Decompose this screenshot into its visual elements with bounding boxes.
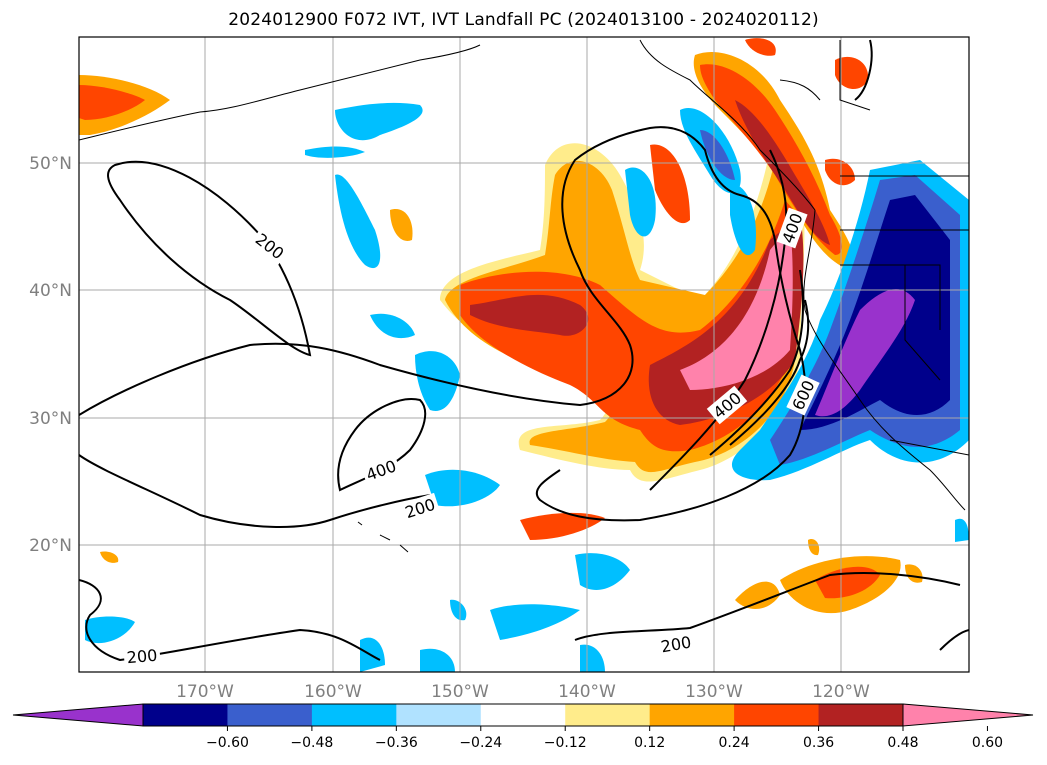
- colorbar-segment: [734, 704, 820, 726]
- lat-label-40n: 40°N: [29, 281, 72, 301]
- colorbar-extend-low: [12, 703, 144, 727]
- colorbar-tick-label: 0.12: [634, 735, 665, 751]
- coastlines: [79, 39, 969, 553]
- contour-200-se-2: [939, 629, 969, 651]
- contour-200-north: [854, 39, 873, 101]
- contour-200-south: [79, 454, 431, 528]
- hawaii: [357, 521, 409, 553]
- state-line-3: [904, 265, 941, 381]
- pos-blob-11: [905, 564, 923, 583]
- colorbar-segment: [565, 704, 651, 726]
- pos-blob-5: [835, 56, 869, 90]
- neg-blob-17: [450, 599, 467, 621]
- lat-label-50n: 50°N: [29, 154, 72, 174]
- colorbar-tick-label: −0.24: [459, 735, 502, 751]
- contour-400-ar: [649, 149, 788, 491]
- coastline-alaska: [79, 44, 481, 141]
- gridlines: [79, 37, 969, 672]
- neg-blob-9: [425, 469, 500, 507]
- colorbar-tick-label: −0.36: [375, 735, 418, 751]
- neg-blob-14: [420, 648, 455, 672]
- colorbar-tick-label: 0.24: [719, 735, 750, 751]
- ar-plume-darkred: [470, 294, 589, 336]
- neg-region-purple: [815, 289, 915, 417]
- neg-blob-12: [85, 616, 135, 644]
- neg-blob-2b: [700, 130, 735, 180]
- colorbar-segment: [649, 704, 735, 726]
- lon-label-170w: 170°W: [176, 682, 234, 702]
- pos-blob-1b: [79, 85, 145, 120]
- lat-label-30n: 30°N: [29, 409, 72, 429]
- colorbar-tick-label: −0.12: [544, 735, 587, 751]
- lon-labels: 170°W 160°W 150°W 140°W 130°W 120°W: [176, 682, 870, 702]
- colorbar: −0.60 −0.48 −0.36 −0.24 −0.12 0.12 0.24 0.36 0.4…: [12, 703, 1034, 751]
- ar-core-pink: [680, 225, 793, 390]
- pos-blob-2: [390, 209, 413, 241]
- coastline-island-north: [779, 40, 871, 111]
- lon-label-160w: 160°W: [304, 682, 362, 702]
- lon-label-120w: 120°W: [812, 682, 870, 702]
- colorbar-segment: [396, 704, 482, 726]
- lat-label-20n: 20°N: [29, 536, 72, 556]
- colorbar-tick-label: 0.36: [803, 735, 834, 751]
- pos-blob-4: [745, 38, 776, 56]
- coastline-west-coast: [803, 209, 966, 511]
- colorbar-segment: [818, 704, 904, 726]
- contour-600-ar: [709, 269, 804, 456]
- neg-blob-16: [955, 518, 969, 542]
- colorbar-outline: [142, 703, 904, 727]
- shaded-field: [79, 38, 969, 672]
- contour-200-se: [574, 572, 961, 641]
- pos-blob-6: [825, 158, 855, 186]
- neg-blob-15: [580, 644, 605, 672]
- pos-blob-8: [735, 581, 780, 610]
- neg-blob-5: [335, 102, 423, 141]
- colorbar-tick-label: −0.60: [206, 735, 249, 751]
- colorbar-segment: [143, 704, 228, 726]
- neg-blob-8: [370, 313, 415, 339]
- colorbar-segment: [480, 704, 566, 726]
- contour-200-west: [107, 160, 312, 357]
- contour-label-200-d: 200: [126, 646, 158, 668]
- colorbar-tick-label: −0.48: [290, 735, 333, 751]
- neg-blob-1: [625, 167, 656, 237]
- contour-200-main: [79, 126, 807, 522]
- contour-label-200-c: 200: [659, 632, 692, 656]
- neg-blob-4: [335, 174, 381, 269]
- lon-label-140w: 140°W: [558, 682, 616, 702]
- lon-label-130w: 130°W: [685, 682, 743, 702]
- colorbar-extend-high: [902, 703, 1034, 727]
- pos-blob-12: [808, 539, 820, 556]
- pos-blob-3: [650, 144, 690, 224]
- colorbar-segment: [227, 704, 313, 726]
- pos-blob-7: [520, 512, 605, 540]
- neg-blob-11: [490, 604, 580, 640]
- state-line-2: [840, 264, 941, 330]
- neg-blob-3: [730, 184, 756, 256]
- colorbar-tick-label: 0.48: [887, 735, 918, 751]
- contour-label-400-a: 400: [364, 456, 399, 484]
- coastline-panhandle: [639, 39, 816, 211]
- colorbar-segment: [311, 704, 397, 726]
- lon-label-150w: 150°W: [431, 682, 489, 702]
- map-frame: [78, 36, 970, 673]
- neg-blob-10: [575, 553, 630, 590]
- map-title: 2024012900 F072 IVT, IVT Landfall PC (20…: [228, 10, 819, 30]
- contour-600-inner: [729, 299, 810, 446]
- lat-labels: 50°N 40°N 30°N 20°N: [29, 154, 72, 556]
- border-us-mexico: [889, 439, 969, 456]
- colorbar-tick-label: 0.60: [972, 735, 1003, 751]
- pos-blob-10: [100, 551, 119, 563]
- neg-blob-6: [305, 146, 365, 158]
